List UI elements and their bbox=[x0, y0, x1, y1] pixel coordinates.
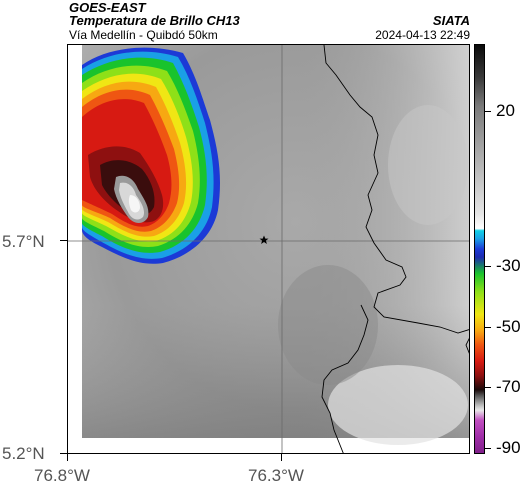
title-route: Vía Medellín - Quibdó 50km bbox=[69, 28, 218, 42]
lat-label: 5.2°N bbox=[2, 444, 45, 463]
title-satellite: GOES-EAST bbox=[69, 0, 146, 15]
colorbar-tick: -30 bbox=[496, 256, 521, 275]
border-line bbox=[321, 304, 369, 453]
title-product: Temperatura de Brillo CH13 bbox=[69, 13, 240, 28]
colorbar-tick: -90 bbox=[496, 438, 521, 457]
brand-label: SIATA bbox=[432, 13, 470, 28]
lat-label: 5.7°N bbox=[2, 232, 45, 251]
colorbar-tick: -50 bbox=[496, 317, 521, 336]
colorbar bbox=[474, 44, 485, 454]
lon-label: 76.3°W bbox=[248, 466, 304, 485]
border-line bbox=[323, 45, 469, 334]
colorbar-tick: 20 bbox=[496, 101, 515, 120]
colorbar-tick: -70 bbox=[496, 377, 521, 396]
map-panel[interactable] bbox=[67, 44, 470, 454]
satellite-map bbox=[68, 45, 469, 453]
storm-cell bbox=[82, 47, 221, 264]
lon-label: 76.8°W bbox=[34, 466, 90, 485]
star-icon bbox=[259, 235, 269, 244]
timestamp: 2024-04-13 22:49 bbox=[375, 28, 470, 42]
